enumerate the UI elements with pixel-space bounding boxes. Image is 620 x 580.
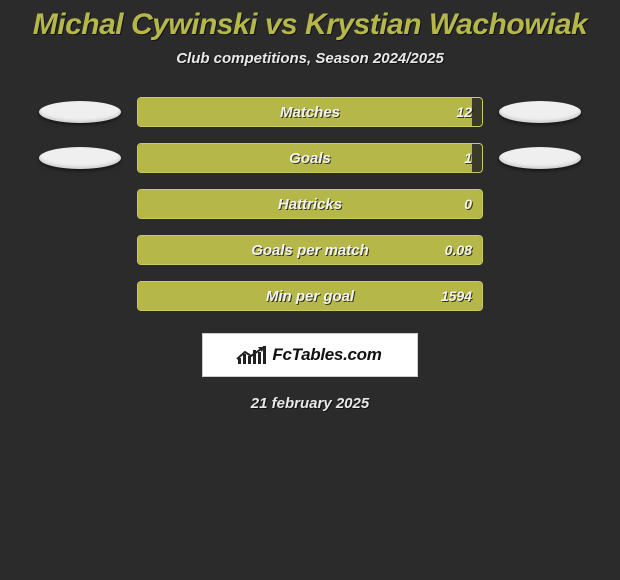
logo-bar-segment — [263, 346, 266, 364]
logo-bar-segment — [248, 356, 251, 364]
stat-value: 1 — [464, 144, 472, 172]
stat-row: Goals1 — [0, 135, 620, 181]
stat-value: 0 — [464, 190, 472, 218]
logo-bar-segment — [253, 350, 256, 364]
ellipse-icon — [499, 101, 581, 123]
left-player-pill — [33, 235, 127, 265]
stat-value: 12 — [456, 98, 472, 126]
bar-chart-icon — [238, 346, 266, 364]
left-player-pill — [33, 281, 127, 311]
ellipse-icon — [499, 147, 581, 169]
right-player-pill — [493, 143, 587, 173]
stat-label: Goals — [138, 144, 482, 172]
stat-bar: Matches12 — [137, 97, 483, 127]
right-player-pill — [493, 281, 587, 311]
logo-bar-segment — [238, 358, 241, 364]
left-player-pill — [33, 189, 127, 219]
left-player-pill — [33, 97, 127, 127]
right-player-pill — [493, 189, 587, 219]
logo-text: FcTables.com — [272, 345, 381, 365]
page-subtitle: Club competitions, Season 2024/2025 — [0, 44, 620, 89]
page-title: Michal Cywinski vs Krystian Wachowiak — [0, 0, 620, 44]
stat-label: Hattricks — [138, 190, 482, 218]
ellipse-icon — [39, 147, 121, 169]
logo-bar-segment — [258, 352, 261, 364]
stat-bar: Goals1 — [137, 143, 483, 173]
stat-label: Min per goal — [138, 282, 482, 310]
stat-row: Matches12 — [0, 89, 620, 135]
stat-row: Goals per match0.08 — [0, 227, 620, 273]
stat-value: 0.08 — [445, 236, 472, 264]
stat-bar: Min per goal1594 — [137, 281, 483, 311]
footer-date: 21 february 2025 — [0, 377, 620, 412]
stat-row: Min per goal1594 — [0, 273, 620, 319]
stat-row: Hattricks0 — [0, 181, 620, 227]
logo-bar-segment — [243, 354, 246, 364]
left-player-pill — [33, 143, 127, 173]
right-player-pill — [493, 235, 587, 265]
right-player-pill — [493, 97, 587, 127]
stat-bar: Hattricks0 — [137, 189, 483, 219]
stat-bar: Goals per match0.08 — [137, 235, 483, 265]
ellipse-icon — [39, 101, 121, 123]
stat-value: 1594 — [441, 282, 472, 310]
comparison-chart: Matches12 Goals1 Hattricks0 Goals per match… — [0, 89, 620, 319]
branding-logo: FcTables.com — [202, 333, 418, 377]
stat-label: Matches — [138, 98, 482, 126]
stat-label: Goals per match — [138, 236, 482, 264]
